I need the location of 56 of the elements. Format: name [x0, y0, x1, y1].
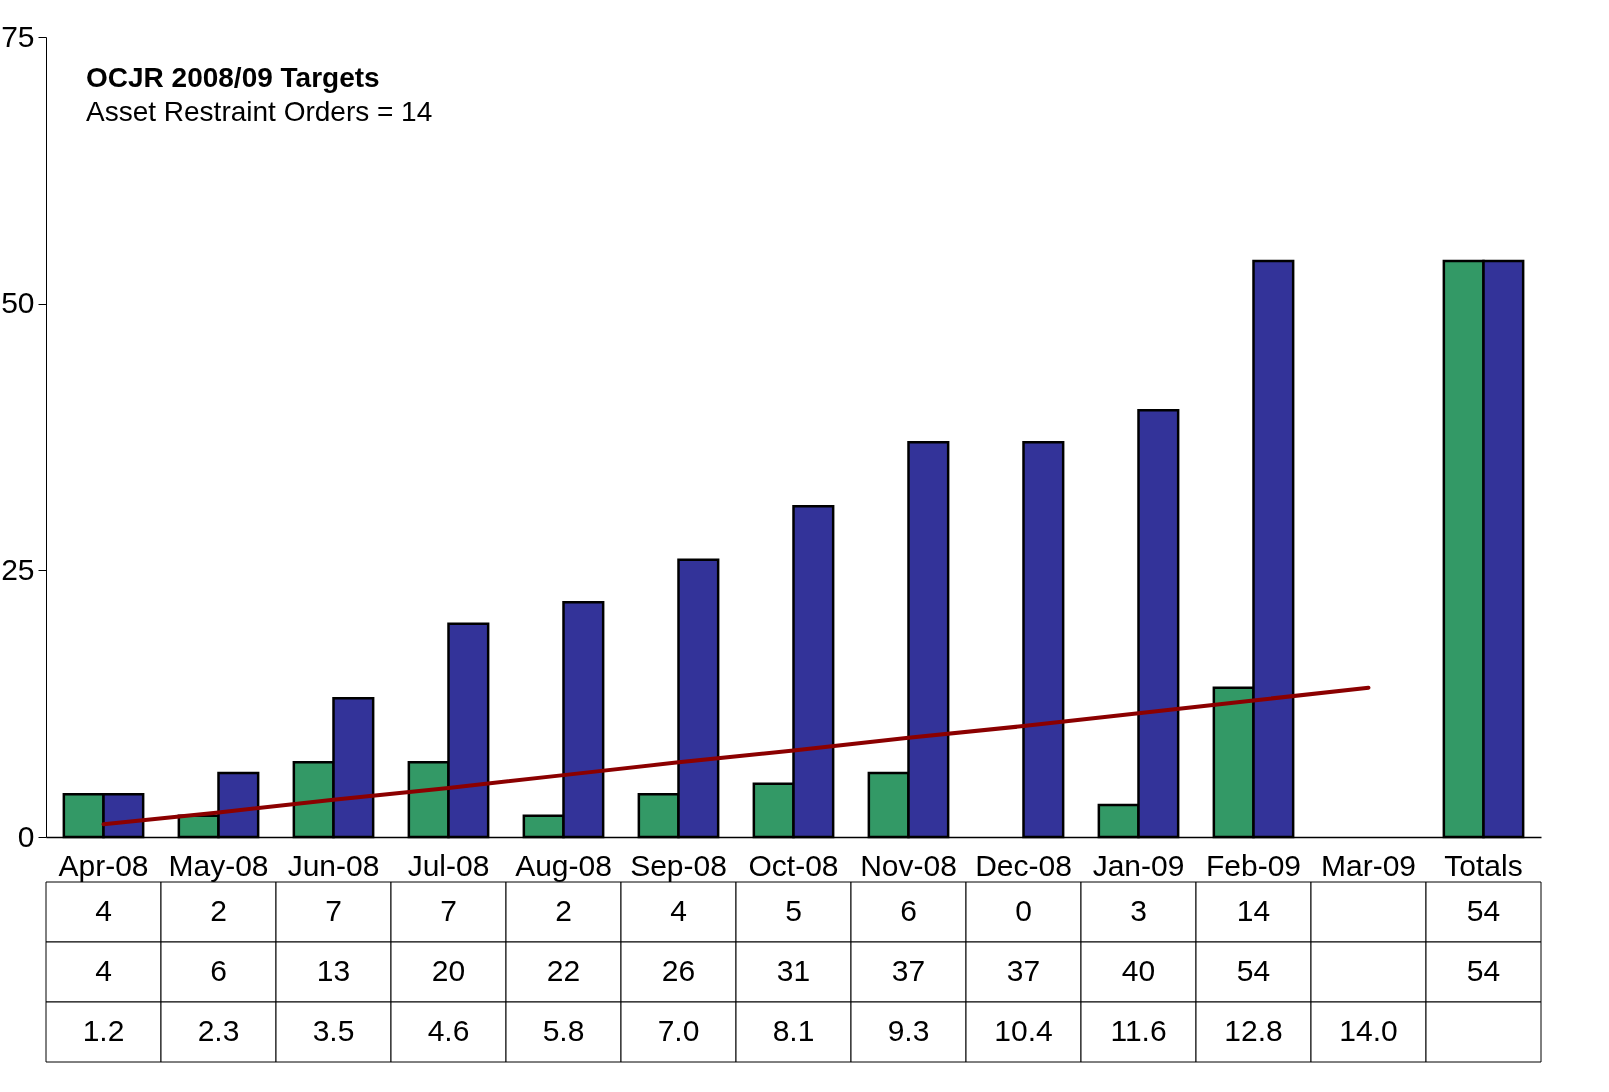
- x-tick-label: May-08: [168, 848, 269, 882]
- data-label: 1.2: [82, 1014, 125, 1047]
- data-label: 37: [891, 954, 926, 987]
- data-label: 3.5: [312, 1014, 355, 1047]
- data-label: 22: [546, 954, 581, 987]
- x-tick-label: Jun-08: [287, 848, 380, 882]
- data-label: 54: [1236, 954, 1271, 987]
- data-label: 20: [431, 954, 466, 987]
- data-label: 13: [316, 954, 351, 987]
- data-label: 10.4: [994, 1014, 1053, 1047]
- text: Asset Restraint Orders = 14: [86, 96, 433, 127]
- data-label: 31: [776, 954, 811, 987]
- y-tick-label: 0: [17, 819, 35, 853]
- data-label: 4: [670, 894, 687, 927]
- data-label: 2: [210, 894, 227, 927]
- data-label: 6: [210, 954, 227, 987]
- data-label: 7: [440, 894, 457, 927]
- data-label: 40: [1121, 954, 1156, 987]
- data-label: 54: [1466, 894, 1501, 927]
- y-tick-label: 75: [1, 19, 35, 53]
- x-tick-label: Oct-08: [748, 848, 839, 882]
- x-tick-label: Apr-08: [58, 848, 149, 882]
- x-tick-label: Sep-08: [630, 848, 727, 882]
- data-label: 54: [1466, 954, 1501, 987]
- data-label: 3: [1130, 894, 1147, 927]
- y-tick-label: 25: [1, 552, 35, 586]
- data-label: 12.8: [1224, 1014, 1283, 1047]
- data-label: 8.1: [772, 1014, 815, 1047]
- x-tick-label: Mar-09: [1320, 848, 1417, 882]
- data-label: 14: [1236, 894, 1271, 927]
- text: OCJR 2008/09 Targets: [86, 62, 380, 93]
- data-label: 4: [95, 954, 112, 987]
- x-tick-label: Aug-08: [515, 848, 612, 882]
- x-tick-label: Jul-08: [407, 848, 490, 882]
- data-label: 5.8: [542, 1014, 585, 1047]
- x-tick-label: Totals: [1444, 848, 1523, 882]
- data-label: 9.3: [887, 1014, 930, 1047]
- data-label: 14.0: [1339, 1014, 1398, 1047]
- data-label: 7.0: [657, 1014, 700, 1047]
- data-label: 4: [95, 894, 112, 927]
- y-tick-label: 50: [1, 286, 35, 320]
- x-tick-label: Jan-09: [1092, 848, 1185, 882]
- data-label: 11.6: [1110, 1014, 1167, 1047]
- x-tick-label: Dec-08: [975, 848, 1072, 882]
- x-tick-label: Nov-08: [860, 848, 957, 882]
- line-series: [101, 685, 1371, 827]
- x-tick-label: Feb-09: [1205, 848, 1302, 882]
- data-label: 2: [555, 894, 572, 927]
- data-label: 37: [1006, 954, 1041, 987]
- data-label: 26: [661, 954, 696, 987]
- data-label: 0: [1015, 894, 1032, 927]
- data-label: 2.3: [197, 1014, 240, 1047]
- data-label: 7: [325, 894, 342, 927]
- data-label: 5: [785, 894, 802, 927]
- data-label: 6: [900, 894, 917, 927]
- data-label: 4.6: [427, 1014, 470, 1047]
